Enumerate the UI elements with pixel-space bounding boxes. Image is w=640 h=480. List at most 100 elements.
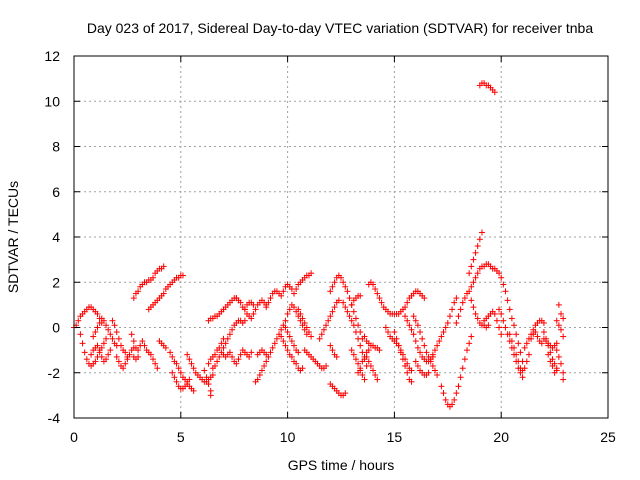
data-point — [372, 286, 379, 293]
data-point — [130, 353, 137, 360]
data-point — [421, 342, 428, 349]
data-point — [316, 335, 323, 342]
data-point — [147, 351, 154, 358]
data-point — [88, 351, 95, 358]
data-point — [226, 331, 233, 338]
y-tick-label: 10 — [44, 93, 60, 109]
data-point — [122, 360, 129, 367]
data-point — [299, 315, 306, 322]
data-point — [534, 333, 541, 340]
data-point — [162, 344, 169, 351]
data-point — [252, 306, 259, 313]
data-point — [397, 349, 404, 356]
data-point — [117, 342, 124, 349]
data-point — [525, 351, 532, 358]
data-point — [77, 331, 84, 338]
data-point — [496, 324, 503, 331]
data-point — [545, 351, 552, 358]
data-point — [141, 342, 148, 349]
data-point — [402, 304, 409, 311]
data-point — [496, 270, 503, 277]
data-point — [348, 317, 355, 324]
data-point — [344, 288, 351, 295]
data-point — [451, 396, 458, 403]
data-point — [453, 390, 460, 397]
data-point — [288, 338, 295, 345]
data-point — [404, 299, 411, 306]
data-point — [167, 349, 174, 356]
data-point — [295, 349, 302, 356]
data-point — [560, 369, 567, 376]
data-point — [376, 347, 383, 354]
data-point — [498, 274, 505, 281]
data-point — [553, 367, 560, 374]
data-point — [346, 295, 353, 302]
data-point — [237, 299, 244, 306]
data-point — [521, 344, 528, 351]
data-point — [410, 313, 417, 320]
data-point — [355, 369, 362, 376]
data-point — [453, 295, 460, 302]
data-point — [466, 340, 473, 347]
data-point — [184, 381, 191, 388]
data-point — [267, 295, 274, 302]
data-point — [461, 356, 468, 363]
data-point — [224, 335, 231, 342]
data-point — [342, 390, 349, 397]
data-point — [438, 333, 445, 340]
data-point — [327, 342, 334, 349]
data-point — [511, 322, 518, 329]
data-point — [355, 335, 362, 342]
data-point — [100, 340, 107, 347]
data-point — [457, 306, 464, 313]
data-point — [361, 376, 368, 383]
data-point — [237, 351, 244, 358]
data-point — [553, 317, 560, 324]
data-point — [560, 315, 567, 322]
data-point — [105, 326, 112, 333]
data-point — [188, 360, 195, 367]
data-point — [391, 329, 398, 336]
y-axis-label: SDTVAR / TECUs — [5, 181, 21, 293]
data-point — [92, 329, 99, 336]
data-point — [502, 288, 509, 295]
data-point — [235, 356, 242, 363]
data-point — [211, 351, 218, 358]
x-tick-label: 10 — [280, 429, 296, 445]
data-point — [472, 310, 479, 317]
data-point — [440, 390, 447, 397]
data-point — [327, 313, 334, 320]
data-point — [558, 360, 565, 367]
data-point — [431, 347, 438, 354]
data-point — [376, 295, 383, 302]
data-point — [331, 279, 338, 286]
data-point — [229, 353, 236, 360]
data-point — [515, 358, 522, 365]
data-point — [175, 365, 182, 372]
data-point — [553, 347, 560, 354]
data-point — [308, 333, 315, 340]
marks-layer — [71, 80, 567, 410]
data-point — [109, 317, 116, 324]
data-point — [440, 329, 447, 336]
data-point — [476, 236, 483, 243]
data-point — [169, 353, 176, 360]
data-point — [329, 347, 336, 354]
data-point — [303, 324, 310, 331]
data-point — [284, 347, 291, 354]
data-point — [229, 326, 236, 333]
data-point — [333, 353, 340, 360]
data-point — [92, 358, 99, 365]
data-point — [350, 322, 357, 329]
data-point — [449, 306, 456, 313]
data-point — [502, 324, 509, 331]
data-point — [338, 274, 344, 281]
data-point — [402, 362, 409, 369]
data-point — [173, 360, 180, 367]
data-point — [485, 322, 492, 329]
data-point — [94, 342, 101, 349]
data-point — [414, 322, 421, 329]
data-point — [348, 347, 355, 354]
data-point — [478, 229, 485, 236]
